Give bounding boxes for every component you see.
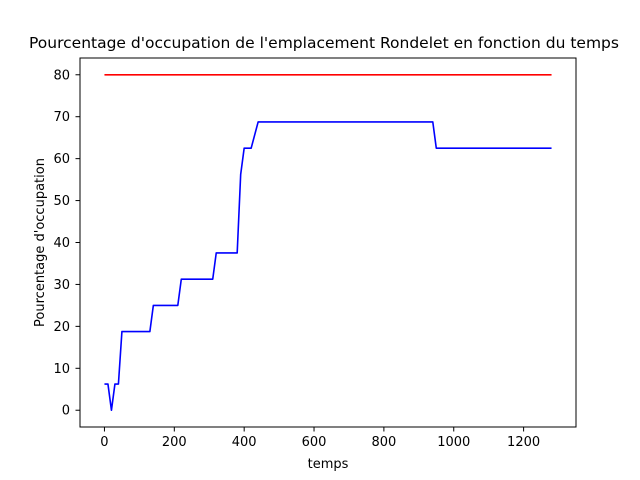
x-axis-label: temps xyxy=(308,457,349,472)
y-tick-label: 20 xyxy=(53,320,70,335)
axes-frame xyxy=(79,57,577,428)
x-tick-label: 1200 xyxy=(507,435,540,450)
x-tick-label: 1000 xyxy=(437,435,470,450)
chart-title: Pourcentage d'occupation de l'emplacemen… xyxy=(29,34,619,52)
y-tick-label: 0 xyxy=(62,404,70,419)
x-tick-label: 400 xyxy=(232,435,257,450)
y-tick-label: 80 xyxy=(53,68,70,83)
y-tick-label: 10 xyxy=(53,362,70,377)
y-axis-label: Pourcentage d'occupation xyxy=(33,158,48,327)
y-tick-label: 30 xyxy=(53,278,70,293)
x-tick-label: 0 xyxy=(100,435,108,450)
y-tick-label: 40 xyxy=(53,236,70,251)
x-tick-label: 200 xyxy=(162,435,187,450)
x-axis-ticks: 0 200 400 600 800 1000 1200 xyxy=(100,427,540,450)
y-tick-label: 50 xyxy=(53,194,70,209)
y-axis-ticks: 0 10 20 30 40 50 60 70 80 xyxy=(53,68,80,419)
y-tick-label: 60 xyxy=(53,152,70,167)
series-layer xyxy=(104,73,552,412)
y-tick-label: 70 xyxy=(53,110,70,125)
series-line-1 xyxy=(104,121,552,412)
x-tick-label: 600 xyxy=(302,435,327,450)
x-tick-label: 800 xyxy=(371,435,396,450)
